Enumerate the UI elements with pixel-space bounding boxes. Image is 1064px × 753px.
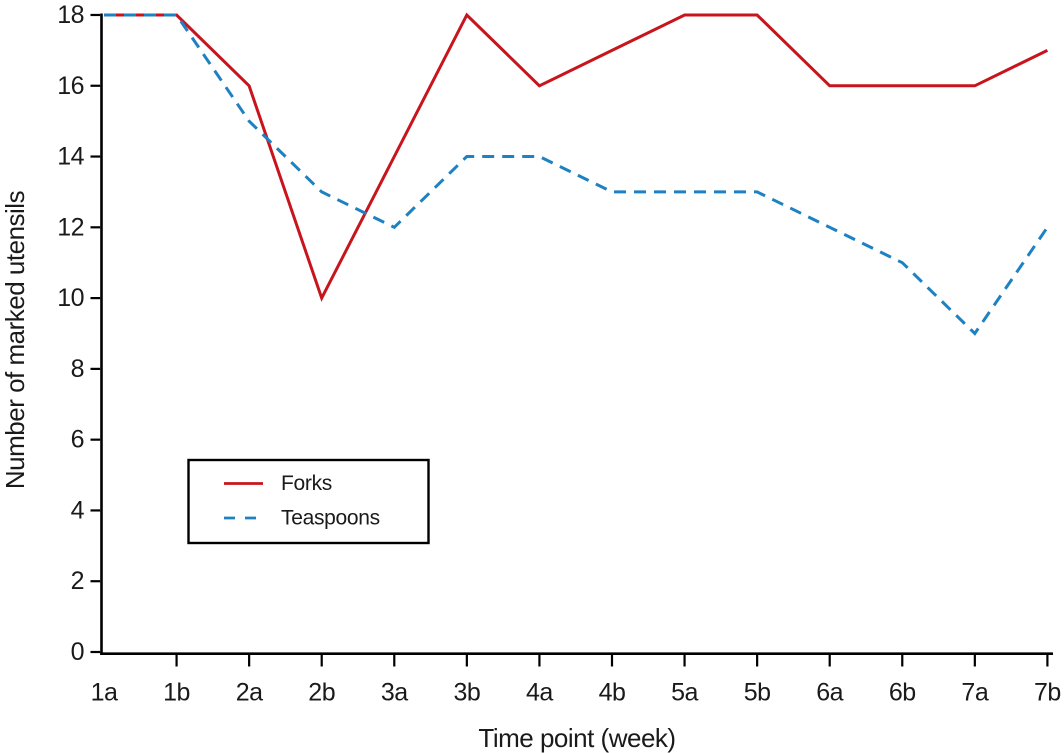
data-series (104, 12, 1049, 336)
x-tick-label: 6a (816, 679, 843, 707)
y-tick-label: 4 (71, 496, 85, 524)
x-tick-label: 4b (599, 679, 626, 707)
x-tick-label: 3a (381, 679, 408, 707)
y-tick-label: 8 (71, 355, 84, 383)
legend-box (187, 458, 430, 545)
x-tick-label: 7a (961, 679, 988, 707)
x-tick-label: 1a (91, 679, 118, 707)
x-axis-title: Time point (week) (478, 723, 675, 753)
y-tick-label: 10 (57, 284, 84, 312)
y-tick-label: 18 (57, 1, 84, 29)
y-axis-title: Number of marked utensils (0, 190, 30, 489)
y-tick-label: 2 (71, 567, 84, 595)
teaspoons-line (104, 13, 1049, 336)
x-tick-label: 5b (744, 679, 771, 707)
axes: 0 2 4 6 8 10 12 14 16 18 1a 1b 2a 2b 3a 3b 4a 4b 5a 5b 6a 6b 7… (57, 1, 1061, 707)
x-tick-label: 5a (671, 679, 698, 707)
x-tick-label: 1b (163, 679, 190, 707)
x-tick-label: 2b (308, 679, 335, 707)
y-tick-label: 14 (57, 143, 84, 171)
x-tick-label: 6b (889, 679, 916, 707)
y-tick-label: 12 (57, 213, 84, 241)
legend: Forks Teaspoons (187, 458, 430, 545)
legend-label-teaspoons: Teaspoons (281, 507, 380, 530)
forks-line (104, 12, 1049, 302)
x-tick-label: 2a (236, 679, 263, 707)
x-tick-label: 4a (526, 679, 553, 707)
x-tick-label: 3b (453, 679, 480, 707)
y-tick-label: 6 (71, 426, 84, 454)
x-tick-label: 7b (1034, 679, 1061, 707)
y-tick-label: 16 (57, 72, 84, 100)
legend-label-forks: Forks (281, 472, 332, 495)
y-tick-label: 0 (71, 638, 84, 666)
